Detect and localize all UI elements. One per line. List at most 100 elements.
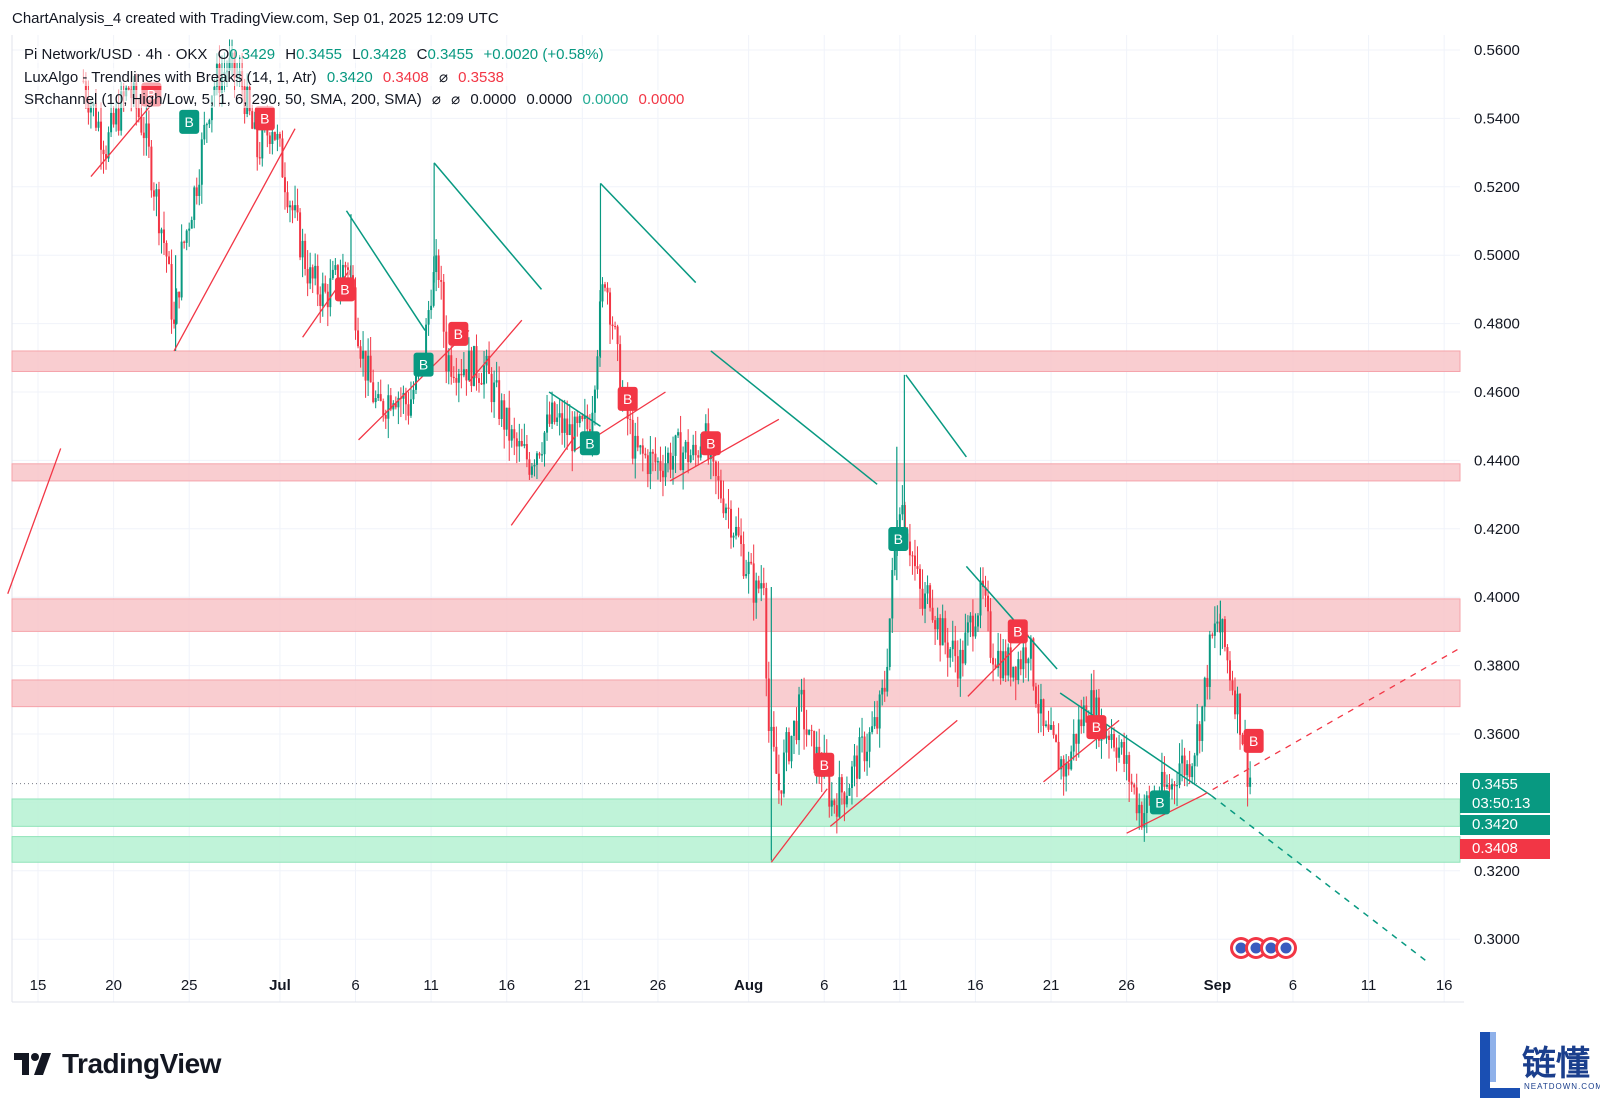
legend-srchannel-line[interactable]: SRchannel (10, High/Low, 5, 1, 6, 290, 5… [24, 90, 691, 108]
candle-down [286, 192, 289, 208]
time-tick-label: 26 [650, 977, 667, 994]
candle-down [311, 267, 314, 279]
candle-up [724, 507, 727, 514]
break-marker-bear [1086, 715, 1107, 740]
candle-up [1007, 647, 1010, 676]
candle-down [908, 541, 911, 556]
candle-up [1072, 733, 1075, 752]
candle-down [775, 746, 778, 774]
legend-symbol-line[interactable]: Pi Network/USD · 4h · OKX O0.3429 H0.345… [24, 46, 610, 63]
candle-up [563, 418, 566, 433]
candle-down [586, 415, 589, 430]
candle-down [1034, 686, 1037, 704]
price-axis[interactable]: 0.5600 0.5400 0.5200 0.5000 0.4800 0.4600 0.44… [1474, 42, 1520, 948]
trendline-resistance [599, 182, 697, 284]
candle-down [750, 561, 753, 564]
legend-srchannel-sep1: ⌀ [431, 91, 441, 108]
candle-down [163, 229, 165, 243]
time-tick-label: 16 [1436, 977, 1453, 994]
candle-up [848, 787, 851, 796]
candle-up [530, 466, 533, 475]
legend-luxalgo-line[interactable]: LuxAlgo - Trendlines with Breaks (14, 1,… [24, 68, 511, 86]
candle-down [1206, 677, 1209, 687]
candle-down [697, 455, 700, 458]
price-tick-label: 0.4200 [1474, 521, 1520, 538]
candle-up [89, 106, 92, 113]
candle-up [228, 58, 231, 71]
candle-down [876, 717, 879, 729]
trendline-resistance [1059, 692, 1212, 797]
candle-up [1125, 755, 1128, 764]
time-tick-label: 21 [1043, 977, 1060, 994]
candle-up [601, 284, 604, 302]
candle-down [336, 265, 339, 288]
candle-down [1009, 647, 1012, 678]
tradingview-logo-icon [14, 1053, 51, 1075]
candle-up [155, 189, 158, 197]
break-marker-label: B [820, 757, 829, 773]
trendline-support [669, 418, 780, 482]
candle-down [1133, 784, 1136, 788]
candle-down [140, 117, 143, 133]
break-marker-bear [1243, 728, 1264, 753]
candle-down [619, 344, 622, 403]
candle-up [755, 580, 758, 603]
break-marker-bear [700, 431, 721, 456]
support-zone [11, 798, 1461, 827]
legend-luxalgo-sep: ⌀ [438, 69, 448, 86]
candle-up [1017, 659, 1020, 681]
candle-down [346, 267, 349, 270]
trendline-resistance-projection [1210, 794, 1430, 964]
candle-up [472, 346, 475, 386]
candle-down [644, 453, 647, 456]
legend-srchannel-v3: 0.0000 [582, 91, 629, 108]
candle-down [256, 122, 259, 158]
break-marker-bear [254, 106, 275, 131]
candle-down [359, 346, 362, 359]
candle-up [1120, 741, 1123, 748]
trendline-resistance [905, 374, 967, 458]
candle-up [409, 399, 412, 416]
candle-down [780, 790, 783, 794]
time-tick-label: Jul [269, 977, 291, 994]
candle-down [813, 730, 816, 770]
legend-srchannel-name[interactable]: SRchannel (10, High/Low, 5, 1, 6, 290, 5… [24, 91, 422, 108]
candle-down [127, 87, 130, 90]
sr-zones [11, 350, 1461, 863]
candle-down [1231, 680, 1234, 691]
legend-luxalgo-name[interactable]: LuxAlgo - Trendlines with Breaks (14, 1,… [24, 69, 317, 86]
candle-up [301, 240, 304, 258]
candle-up [467, 350, 470, 381]
candle-up [979, 580, 982, 616]
candle-up [367, 355, 370, 381]
legend-symbol[interactable]: Pi Network/USD · 4h · OKX [24, 46, 208, 63]
candle-up [1045, 724, 1047, 727]
time-tick-label: 26 [1118, 977, 1135, 994]
candle-up [107, 132, 110, 159]
candle-up [951, 640, 954, 650]
candle-down [1163, 771, 1166, 787]
candle-up [639, 445, 642, 448]
candle-down [165, 242, 168, 257]
candle-up [924, 593, 927, 609]
candle-up [684, 441, 687, 453]
candle-up [785, 732, 788, 753]
price-chart[interactable]: BBBBBBBBBBBBBBB 0.56000.54000.52000.5000… [0, 0, 1600, 1035]
candle-down [1024, 647, 1027, 664]
trendline-support [510, 436, 576, 526]
candle-up [309, 267, 312, 284]
candle-up [493, 382, 496, 403]
tradingview-logo[interactable]: TradingView [14, 1048, 221, 1080]
trendline-resistance [345, 210, 426, 331]
candle-down [389, 395, 392, 410]
candle-down [445, 331, 448, 372]
candle-up [289, 205, 291, 208]
candle-down [982, 580, 984, 588]
legend-luxalgo-v3: 0.3538 [458, 69, 505, 86]
time-axis[interactable]: 15 20 25 Jul 6 11 16 21 26 Aug 6 11 16 21 26 Sep 6 11 16 [30, 977, 1453, 994]
candle-down [1239, 693, 1242, 735]
candle-up [1203, 677, 1206, 707]
event-flags-icon[interactable] [1230, 937, 1297, 959]
candle-up [546, 414, 549, 433]
candle-down [1037, 703, 1040, 714]
